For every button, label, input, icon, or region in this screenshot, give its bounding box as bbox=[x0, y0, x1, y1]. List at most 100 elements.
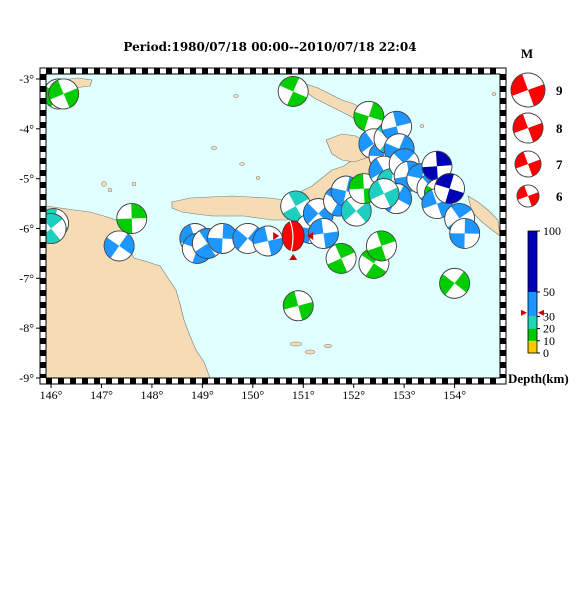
frame-check bbox=[178, 68, 184, 74]
frame-check bbox=[500, 110, 506, 116]
frame-check bbox=[500, 254, 506, 260]
magnitude-legend-item: 9 bbox=[510, 72, 563, 108]
latitude-label: -8° bbox=[19, 321, 34, 335]
frame-check bbox=[40, 134, 46, 140]
frame-check bbox=[298, 68, 304, 74]
magnitude-legend-label: 9 bbox=[556, 83, 563, 98]
frame-check bbox=[500, 290, 506, 296]
depth-marker-right bbox=[538, 309, 544, 316]
longitude-label: 150° bbox=[241, 388, 264, 402]
depth-tick-label: 100 bbox=[543, 224, 561, 238]
frame-check bbox=[142, 68, 148, 74]
frame-check bbox=[500, 314, 506, 320]
frame-check bbox=[40, 362, 46, 368]
frame-check bbox=[226, 378, 232, 384]
frame-check bbox=[250, 378, 256, 384]
longitude-label: 149° bbox=[191, 388, 214, 402]
focal-mechanism bbox=[366, 230, 397, 262]
frame-check bbox=[106, 68, 112, 74]
magnitude-legend-item: 8 bbox=[512, 112, 563, 144]
frame-check bbox=[394, 68, 400, 74]
frame-check bbox=[500, 374, 506, 378]
frame-check bbox=[40, 194, 46, 200]
highlighted-event-layer bbox=[273, 220, 314, 260]
frame-check bbox=[40, 254, 46, 260]
frame-check bbox=[274, 68, 280, 74]
frame-check bbox=[454, 68, 460, 74]
frame-check bbox=[70, 68, 76, 74]
frame-check bbox=[106, 378, 112, 384]
frame-check bbox=[500, 302, 506, 308]
frame-check bbox=[274, 378, 280, 384]
focal-mechanism bbox=[439, 267, 471, 299]
map-axis-ticks bbox=[36, 78, 456, 388]
frame-check bbox=[286, 68, 292, 74]
frame-check bbox=[310, 378, 316, 384]
bougainville-land bbox=[467, 195, 500, 237]
frame-check bbox=[500, 194, 506, 200]
focal-mechanism bbox=[48, 78, 80, 110]
frame-check bbox=[500, 206, 506, 212]
depth-tick-label: 30 bbox=[543, 309, 555, 323]
new-guinea-land bbox=[46, 205, 211, 378]
focal-mechanism bbox=[325, 242, 357, 274]
frame-check bbox=[430, 68, 436, 74]
frame-check bbox=[46, 68, 52, 74]
frame-check bbox=[166, 68, 172, 74]
depth-band bbox=[528, 231, 537, 292]
magnitude-legend: M 9 8 7 6 bbox=[510, 46, 563, 208]
depth-scale-label: Depth(km) bbox=[508, 371, 569, 386]
frame-check bbox=[40, 374, 46, 378]
frame-check bbox=[286, 378, 292, 384]
frame-check bbox=[442, 68, 448, 74]
magnitude-legend-label: 8 bbox=[556, 121, 563, 136]
frame-check bbox=[118, 378, 124, 384]
highlighted-focal-mechanism bbox=[281, 220, 305, 252]
frame-check bbox=[40, 170, 46, 176]
longitude-label: 147° bbox=[90, 388, 113, 402]
frame-check bbox=[500, 170, 506, 176]
frame-check bbox=[40, 242, 46, 248]
frame-check bbox=[500, 218, 506, 224]
frame-check bbox=[406, 378, 412, 384]
frame-check bbox=[40, 314, 46, 320]
focal-mechanism bbox=[368, 178, 400, 210]
longitude-label: 153° bbox=[393, 388, 416, 402]
focal-mechanism bbox=[282, 290, 314, 322]
frame-check bbox=[454, 378, 460, 384]
frame-check bbox=[418, 378, 424, 384]
focal-mechanism bbox=[46, 213, 67, 244]
frame-check bbox=[466, 378, 472, 384]
map-title: Period:1980/07/18 00:00--2010/07/18 22:0… bbox=[123, 40, 417, 54]
latitude-label: -9° bbox=[19, 371, 34, 385]
depth-tick-label: 50 bbox=[543, 285, 555, 299]
latitude-label: -3° bbox=[19, 72, 34, 86]
frame-check bbox=[310, 68, 316, 74]
magnitude-legend-item: 6 bbox=[516, 184, 563, 208]
depth-marker-left bbox=[521, 309, 527, 316]
frame-check bbox=[500, 182, 506, 188]
longitude-label: 151° bbox=[292, 388, 315, 402]
frame-check bbox=[500, 350, 506, 356]
frame-check bbox=[226, 68, 232, 74]
frame-check bbox=[40, 350, 46, 356]
frame-check bbox=[214, 378, 220, 384]
frame-check bbox=[238, 68, 244, 74]
map-frame bbox=[45, 73, 501, 379]
frame-check bbox=[298, 378, 304, 384]
frame-check bbox=[358, 68, 364, 74]
longitude-label: 146° bbox=[40, 388, 63, 402]
frame-check bbox=[166, 378, 172, 384]
depth-tick-label: 20 bbox=[543, 322, 555, 336]
frame-check bbox=[40, 266, 46, 272]
frame-check bbox=[500, 74, 506, 80]
focal-mechanism bbox=[421, 150, 453, 182]
frame-check bbox=[500, 146, 506, 152]
event-marker-right bbox=[307, 231, 314, 240]
frame-check bbox=[382, 378, 388, 384]
frame-check bbox=[190, 378, 196, 384]
latitude-label: -7° bbox=[19, 271, 34, 285]
longitude-label: 152° bbox=[342, 388, 365, 402]
frame-check bbox=[40, 158, 46, 164]
